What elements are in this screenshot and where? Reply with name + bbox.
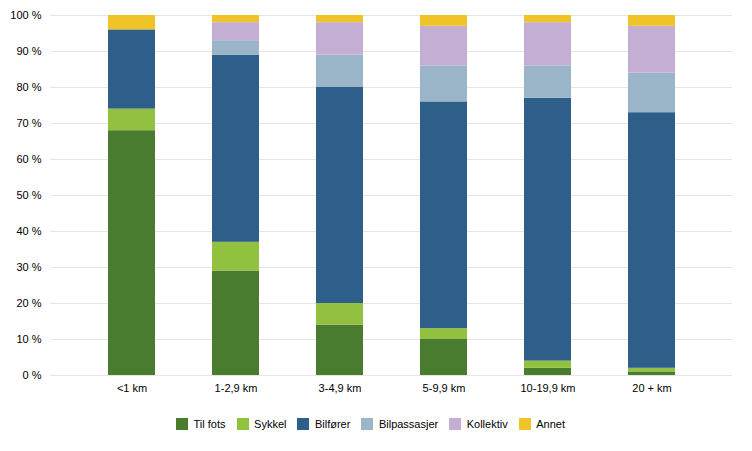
svg-text:0 %: 0 % xyxy=(23,369,42,381)
svg-text:20 + km: 20 + km xyxy=(632,382,671,394)
html-text:Sykkel: Sykkel xyxy=(254,417,287,430)
html-text:Bilfører: Bilfører xyxy=(315,417,351,430)
html-text:Annet: Annet xyxy=(536,417,565,430)
svg-text:3-4,9 km: 3-4,9 km xyxy=(319,382,362,394)
svg-text:20 %: 20 % xyxy=(16,297,41,309)
svg-text:1-2,9 km: 1-2,9 km xyxy=(215,382,258,394)
svg-text:10-19,9 km: 10-19,9 km xyxy=(520,382,575,394)
svg-text:100 %: 100 % xyxy=(10,9,41,21)
html-text:Til fots: Til fots xyxy=(193,417,226,430)
html-text:Bilpassasjer: Bilpassasjer xyxy=(378,417,439,430)
svg-text:50 %: 50 % xyxy=(16,189,41,201)
svg-text:40 %: 40 % xyxy=(16,225,41,237)
svg-text:10 %: 10 % xyxy=(16,333,41,345)
svg-text:5-9,9 km: 5-9,9 km xyxy=(423,382,466,394)
svg-text:<1 km: <1 km xyxy=(117,382,147,394)
svg-text:80 %: 80 % xyxy=(16,81,41,93)
html-text:Kollektiv: Kollektiv xyxy=(466,417,508,430)
svg-text:70 %: 70 % xyxy=(16,117,41,129)
svg-text:90 %: 90 % xyxy=(16,45,41,57)
svg-text:60 %: 60 % xyxy=(16,153,41,165)
svg-text:30 %: 30 % xyxy=(16,261,41,273)
